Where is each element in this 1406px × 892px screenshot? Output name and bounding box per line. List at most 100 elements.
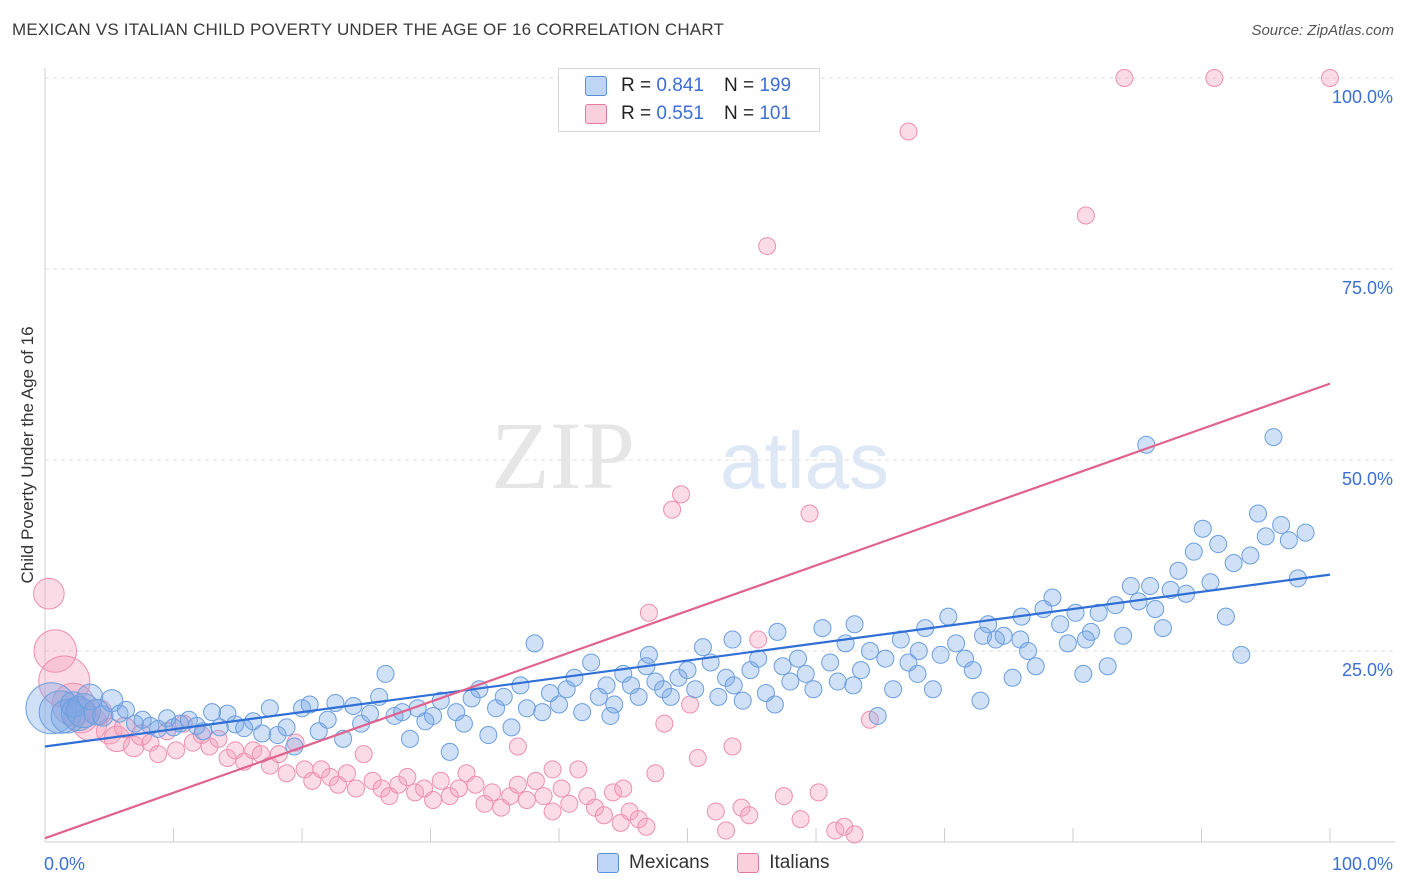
- italians-point: [1076, 206, 1095, 225]
- mexicans-point: [1209, 535, 1228, 554]
- mexicans-point: [678, 661, 697, 680]
- mexicans-point: [851, 661, 870, 680]
- mexicans-point: [724, 676, 743, 695]
- mexicans-point: [639, 645, 658, 664]
- legend-n-label: N =: [723, 75, 755, 96]
- mexicans-point: [573, 703, 592, 722]
- mexicans-point: [260, 699, 279, 718]
- italians-point: [826, 821, 845, 840]
- mexicans-point: [300, 695, 319, 714]
- italians-trend-line: [44, 382, 1331, 840]
- mexicans-point: [654, 680, 673, 699]
- mexicans-point: [844, 676, 863, 695]
- mexicans-point: [533, 703, 552, 722]
- italians-point: [431, 771, 450, 790]
- mexicans-point: [1184, 542, 1203, 561]
- mexicans-point: [669, 668, 688, 687]
- mexicans-point: [525, 634, 544, 653]
- mexicans-point: [1098, 657, 1117, 676]
- mexicans-point: [860, 642, 879, 660]
- legend-swatch-mexicans: [585, 76, 607, 96]
- mexicans-point: [1146, 599, 1165, 618]
- italians-point: [543, 760, 562, 779]
- mexicans-point: [908, 664, 927, 683]
- mexicans-point: [1026, 657, 1045, 676]
- mexicans-point: [828, 672, 847, 691]
- italians-point: [646, 764, 665, 783]
- mexicans-point: [813, 619, 832, 638]
- italians-point: [277, 764, 296, 783]
- legend-label-italians: Italians: [769, 852, 830, 873]
- mexicans-point: [939, 607, 958, 626]
- italians-point: [569, 760, 588, 779]
- italians-point: [614, 779, 633, 798]
- mexicans-point: [440, 742, 459, 761]
- italians-point: [791, 810, 810, 829]
- mexicans-point: [796, 664, 815, 683]
- legend-item-mexicans[interactable]: Mexicans: [597, 852, 709, 874]
- mexicans-point: [277, 718, 296, 737]
- italians-point: [749, 630, 768, 649]
- italians-point: [269, 745, 288, 764]
- mexicans-point: [1249, 504, 1268, 523]
- mexicans-point: [454, 714, 473, 733]
- italians-point: [681, 695, 700, 714]
- italians-point: [312, 760, 331, 779]
- mexicans-point: [1043, 588, 1062, 607]
- mexicans-point: [868, 706, 887, 725]
- mexicans-point: [424, 706, 443, 725]
- watermark-zip: ZIP: [491, 402, 635, 509]
- mexicans-point: [709, 687, 728, 706]
- italians-point: [899, 122, 918, 141]
- italians-point: [440, 787, 459, 806]
- mexicans-point: [1201, 573, 1220, 592]
- mexicans-point: [494, 687, 513, 706]
- mexicans-point: [1256, 527, 1275, 546]
- mexicans-point: [845, 615, 864, 634]
- italians-point: [688, 748, 707, 767]
- mexicans-point: [565, 668, 584, 687]
- mexicans-point: [1161, 580, 1180, 599]
- mexicans-point: [646, 672, 665, 691]
- italians-point: [637, 817, 656, 836]
- mexicans-points: [25, 428, 1315, 761]
- italians-point: [466, 775, 485, 794]
- italians-point: [337, 764, 356, 783]
- mexicans-point: [1279, 531, 1298, 550]
- italians-point: [723, 737, 742, 756]
- mexicans-point: [994, 626, 1013, 645]
- mexicans-point: [821, 653, 840, 672]
- mexicans-point: [1241, 546, 1260, 565]
- legend-row-mexicans: R = 0.841 N = 199: [585, 73, 791, 99]
- italians-point: [363, 771, 382, 790]
- mexicans-point: [203, 703, 222, 722]
- italians-point: [534, 787, 553, 806]
- mexicans-point: [974, 626, 993, 645]
- legend-item-italians[interactable]: Italians: [737, 852, 829, 874]
- mexicans-point: [76, 683, 104, 711]
- mexicans-point: [479, 726, 498, 745]
- mexicans-point: [1051, 615, 1070, 634]
- italians-point: [183, 733, 202, 752]
- italians-point: [639, 603, 658, 622]
- x-tick-label: 100.0%: [1332, 854, 1393, 874]
- italians-point: [603, 783, 622, 802]
- italians-point: [526, 771, 545, 790]
- italians-point: [449, 779, 468, 798]
- mexicans-point: [781, 672, 800, 691]
- legend-swatch-mexicans: [597, 853, 619, 873]
- italians-point: [629, 810, 648, 829]
- correlation-legend: R = 0.841 N = 199 R = 0.551 N = 101: [558, 68, 820, 132]
- x-tick-label: 0.0%: [44, 854, 85, 874]
- mexicans-point: [361, 704, 380, 723]
- mexicans-point: [550, 695, 568, 714]
- mexicans-point: [909, 642, 928, 660]
- mexicans-point: [582, 653, 601, 672]
- italians-point: [321, 768, 340, 787]
- mexicans-point: [963, 661, 982, 680]
- mexicans-point: [1074, 664, 1093, 683]
- mexicans-point: [253, 724, 272, 743]
- italians-point: [33, 629, 78, 673]
- italians-point: [740, 806, 759, 825]
